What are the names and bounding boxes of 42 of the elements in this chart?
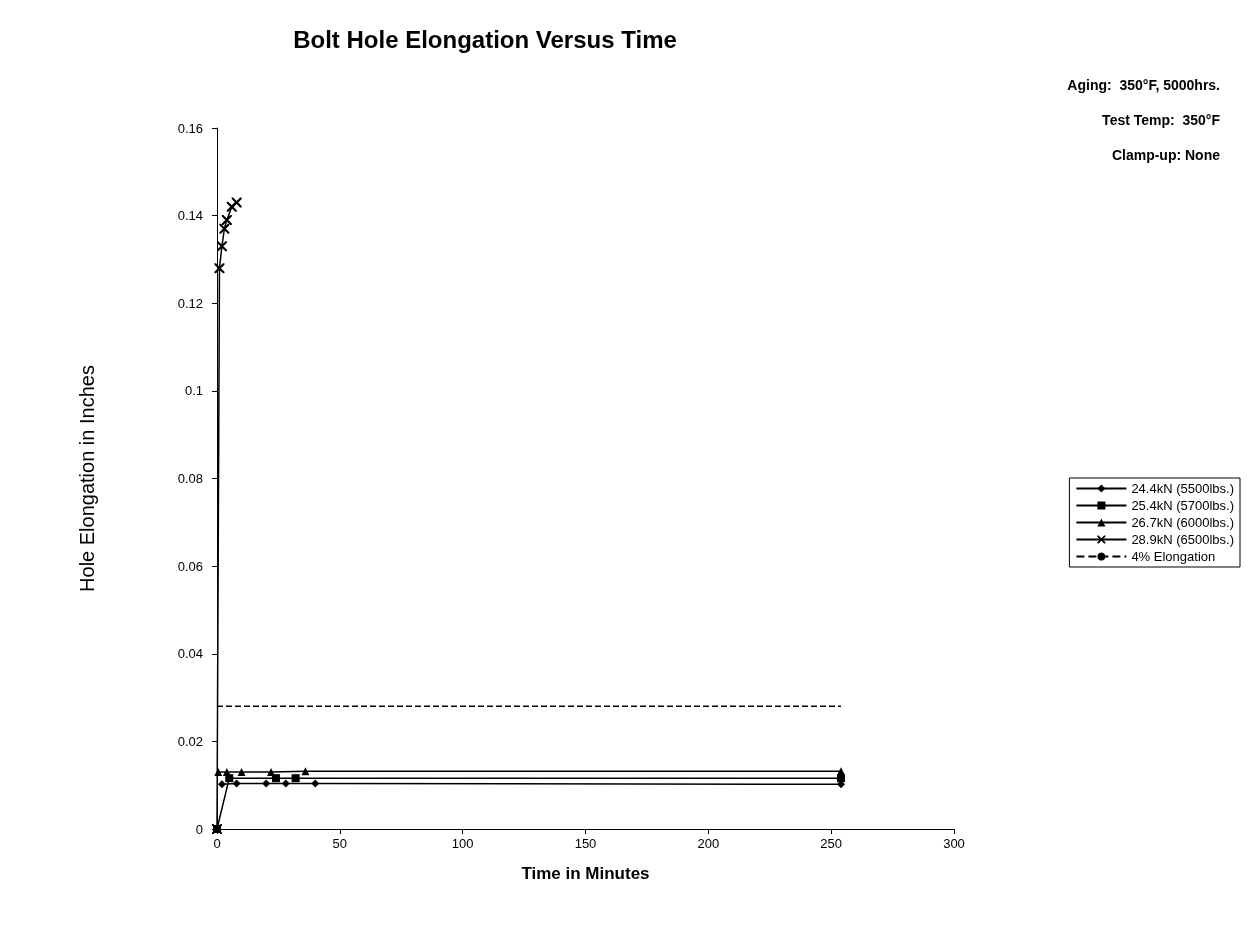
point — [214, 768, 223, 777]
y-tick-label: 0.14 — [177, 208, 203, 224]
point — [271, 774, 280, 783]
legend-label: 4% Elongation — [1131, 549, 1216, 564]
x-tick-label: 100 — [451, 836, 474, 851]
point — [217, 780, 226, 789]
y-tick-label: 0.06 — [177, 558, 203, 574]
y-tick-label: 0.16 — [177, 120, 203, 136]
text: Test Temp: 350°F — [1102, 112, 1221, 128]
x-tick-label: 50 — [332, 836, 348, 851]
x-axis-title: Time in Minutes — [521, 864, 650, 883]
point — [237, 768, 246, 777]
legend-label: 26.7kN (6000lbs.) — [1131, 515, 1235, 530]
point — [301, 767, 310, 776]
y-tick-label: 0.08 — [177, 471, 203, 486]
point — [291, 774, 300, 783]
x-tick-label: 300 — [943, 836, 965, 851]
point — [222, 768, 231, 777]
y-tick-label: 0.12 — [177, 295, 203, 311]
point — [232, 779, 241, 788]
point — [216, 241, 227, 252]
y-tick-label: 0 — [195, 821, 203, 837]
x-tick-label: 150 — [574, 836, 597, 851]
legend-label: 28.9kN (6500lbs.) — [1131, 532, 1235, 547]
point — [267, 768, 276, 777]
point — [221, 215, 232, 226]
text: Aging: 350°F, 5000hrs. — [1067, 77, 1220, 93]
text: Clamp-up: None — [1111, 147, 1221, 163]
x-tick-label: 200 — [697, 836, 720, 851]
point — [262, 779, 271, 788]
point — [836, 767, 845, 776]
x-tick-label: 0 — [213, 836, 221, 851]
y-axis-title: Hole Elongation in Inches — [76, 365, 98, 592]
legend-label: 25.4kN (5700lbs.) — [1131, 498, 1235, 513]
chart-title: Bolt Hole Elongation Versus Time — [293, 25, 677, 53]
point — [311, 779, 320, 788]
legend-label: 24.4kN (5500lbs.) — [1131, 481, 1235, 496]
x-tick-label: 250 — [820, 836, 843, 851]
y-tick-label: 0.02 — [177, 733, 203, 749]
y-tick-label: 0.04 — [177, 646, 203, 662]
y-tick-label: 0.1 — [184, 383, 203, 399]
point — [281, 779, 290, 788]
